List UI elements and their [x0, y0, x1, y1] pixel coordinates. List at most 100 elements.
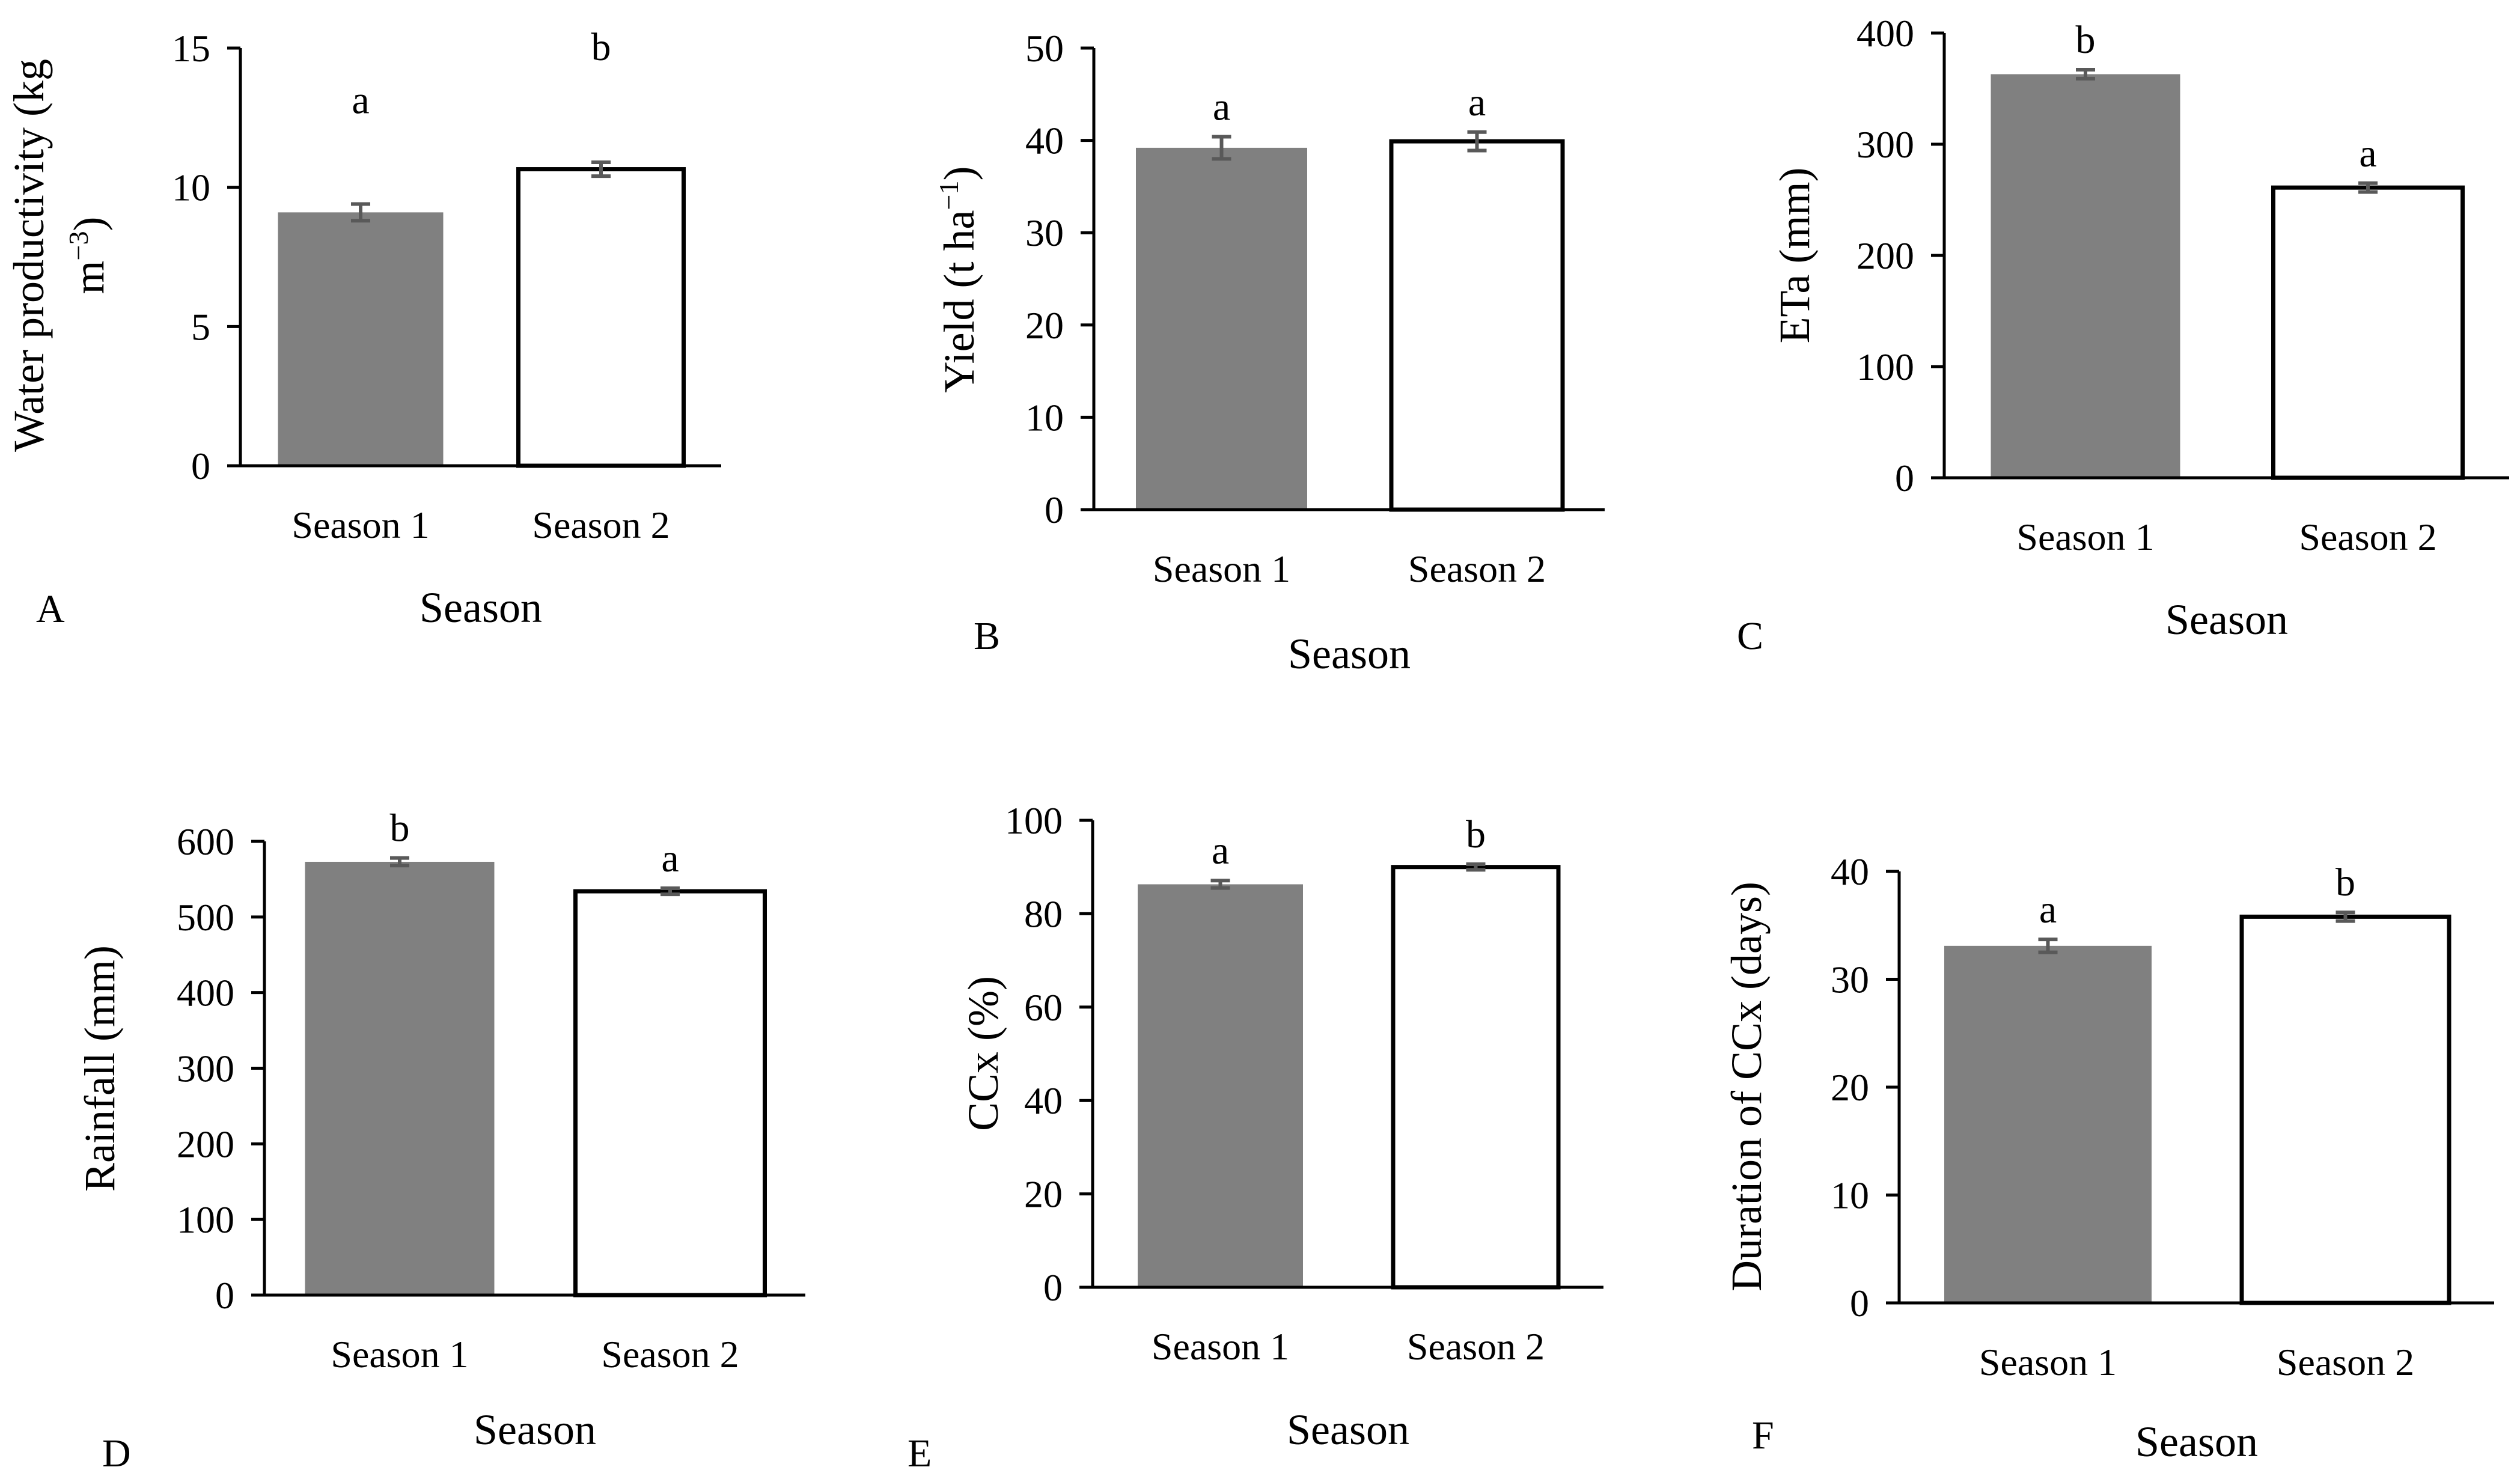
panel-a-category-label-2: Season 2 — [532, 504, 670, 546]
panel-c-y-tick-label-3: 300 — [1856, 123, 1914, 166]
panel-f-significance-2: b — [2335, 861, 2355, 904]
panel-a-significance-1: a — [352, 78, 369, 122]
panel-c-x-axis-title: Season — [2165, 596, 2288, 644]
panel-c-category-label-1: Season 1 — [2016, 516, 2154, 558]
panel-f-bar-season-2 — [2239, 914, 2451, 1305]
panel-a-x-axis-title: Season — [419, 584, 542, 632]
panel-d-significance-1: b — [390, 807, 410, 850]
panel-d-y-axis-title: Rainfall (mm) — [76, 945, 124, 1192]
panel-f-y-tick-label-1: 10 — [1831, 1174, 1869, 1217]
panel-f-bar-season-1 — [1944, 945, 2152, 1303]
panel-d-y-tick-label-2: 200 — [177, 1123, 234, 1165]
panel-f-letter: F — [1752, 1413, 1774, 1457]
panel-b-significance-1: a — [1213, 85, 1230, 129]
panel-d-bar-season-2 — [573, 889, 767, 1298]
panel-e-y-tick-label-2: 40 — [1024, 1079, 1063, 1122]
panel-e-y-tick-label-0: 0 — [1043, 1266, 1063, 1309]
panel-f-category-label-1: Season 1 — [1979, 1341, 2117, 1383]
panel-c-y-tick-label-4: 400 — [1856, 12, 1914, 55]
panel-c-category-label-2: Season 2 — [2299, 516, 2436, 558]
panel-f-significance-1: a — [2039, 888, 2057, 932]
panel-f-y-axis-title-line-1: Duration of CCx (days) — [1722, 882, 1771, 1291]
panel-e-y-axis-title: CCx (%) — [959, 976, 1007, 1131]
panel-a-y-axis-title-line-2: m — [65, 260, 113, 294]
panel-e-bar-season-1 — [1138, 884, 1303, 1287]
panel-d-category-label-1: Season 1 — [331, 1333, 468, 1376]
panel-b-y-axis-title-superscript: −1 — [933, 181, 964, 210]
panel-d-y-tick-label-5: 500 — [177, 896, 234, 939]
panel-f-x-axis-title: Season — [2135, 1418, 2258, 1466]
panel-c-errorbar-season-1 — [2076, 68, 2095, 81]
panel-a-errorbar-season-1 — [351, 202, 370, 223]
panel-d-y-tick-label-6: 600 — [177, 820, 234, 863]
panel-c-errorbar-season-2 — [2358, 181, 2378, 194]
panel-c-letter: C — [1737, 614, 1763, 658]
panel-b-x-axis-title: Season — [1288, 630, 1411, 678]
panel-d-y-tick-label-0: 0 — [215, 1274, 234, 1317]
panel-a-y-tick-label-2: 10 — [172, 166, 210, 209]
panel-e-category-label-2: Season 2 — [1407, 1325, 1545, 1368]
panel-a-y-tick-label-1: 5 — [191, 305, 210, 348]
panel-b-y-tick-label-3: 30 — [1025, 212, 1064, 254]
panel-f-y-tick-label-0: 0 — [1850, 1282, 1869, 1325]
panel-e-y-tick-label-4: 80 — [1024, 892, 1063, 935]
panel-e-x-axis-title: Season — [1287, 1406, 1409, 1454]
panel-d-y-tick-label-3: 300 — [177, 1047, 234, 1090]
panel-a-y-axis-title-superscript: −3 — [63, 231, 94, 261]
panel-e-y-tick-label-3: 60 — [1024, 986, 1063, 1029]
panel-a: a Season 1 b Season 2 0 5 10 15 Season Water prod… — [5, 25, 721, 632]
panel-f-category-label-2: Season 2 — [2277, 1341, 2414, 1383]
panel-b: a Season 1 a Season 2 0 10 20 30 40 50 Season Yield… — [933, 27, 1605, 678]
panel-b-errorbar-season-1 — [1212, 135, 1231, 161]
panel-a-significance-2: b — [591, 25, 611, 69]
panel-a-y-axis-title-line-1: Water productivity (kg — [5, 59, 53, 452]
panel-b-y-axis-title-close: ) — [935, 166, 983, 181]
panel-e: a Season 1 b Season 2 0 20 40 60 80 100 Season CCx … — [908, 799, 1603, 1475]
panel-d-letter: D — [102, 1432, 131, 1475]
panel-a-bar-season-2 — [516, 167, 686, 468]
panel-b-y-tick-label-2: 20 — [1025, 304, 1064, 347]
panel-d-bar-season-1 — [305, 861, 495, 1295]
panel-c-bar-season-2 — [2271, 185, 2465, 480]
panel-b-category-label-2: Season 2 — [1408, 547, 1546, 590]
panel-b-y-tick-label-1: 10 — [1025, 396, 1064, 439]
panel-b-bar-season-1 — [1136, 147, 1307, 510]
panel-d-x-axis-title: Season — [474, 1406, 596, 1454]
panel-b-letter: B — [974, 614, 1000, 658]
panel-c-y-tick-label-2: 200 — [1856, 234, 1914, 277]
panel-a-category-label-1: Season 1 — [291, 504, 429, 546]
panel-c-significance-1: b — [2076, 18, 2096, 62]
panel-f-errorbar-season-1 — [2038, 938, 2058, 954]
panel-c-y-axis-title-line-1: ETa (mm) — [1771, 168, 1819, 344]
panel-b-errorbar-season-2 — [1467, 130, 1487, 153]
panel-b-y-axis-title-line-1: Yield (t ha — [935, 210, 983, 393]
panel-e-y-tick-label-5: 100 — [1005, 799, 1063, 842]
panel-a-letter: A — [36, 587, 65, 631]
panel-e-bar-season-2 — [1391, 865, 1561, 1290]
panel-a-y-axis-title: Water productivity (kg m−3) — [5, 59, 113, 452]
panel-f-y-tick-label-3: 30 — [1831, 959, 1869, 1001]
panel-e-errorbar-season-1 — [1210, 879, 1230, 890]
panel-a-y-tick-label-3: 15 — [172, 27, 210, 70]
panel-f-y-tick-label-2: 20 — [1831, 1066, 1869, 1109]
panel-e-category-label-1: Season 1 — [1152, 1325, 1289, 1368]
panel-d: b Season 1 a Season 2 0 100 200 300 400 500 600 Sea… — [76, 807, 805, 1475]
panel-c: b Season 1 a Season 2 0 100 200 300 400 Season ETa… — [1737, 12, 2509, 658]
panel-a-y-axis-title-close: ) — [65, 217, 113, 231]
panel-c-y-tick-label-0: 0 — [1895, 457, 1914, 499]
panel-b-category-label-1: Season 1 — [1153, 547, 1290, 590]
panel-d-category-label-2: Season 2 — [601, 1333, 739, 1376]
panel-e-significance-1: a — [1212, 829, 1229, 873]
panel-e-significance-2: b — [1466, 813, 1486, 856]
panel-a-errorbar-season-2 — [591, 160, 611, 178]
panel-a-y-tick-label-0: 0 — [191, 445, 210, 487]
panel-b-y-axis-title: Yield (t ha−1) — [933, 166, 983, 393]
panel-e-errorbar-season-2 — [1466, 862, 1486, 872]
panel-f-y-tick-label-4: 40 — [1831, 850, 1869, 893]
panel-f: a Season 1 b Season 2 0 10 20 30 40 Season Duratio… — [1722, 850, 2494, 1466]
panel-b-significance-2: a — [1468, 81, 1486, 124]
panel-e-letter: E — [908, 1432, 932, 1475]
panel-d-y-axis-title-line-1: Rainfall (mm) — [76, 945, 124, 1192]
panel-c-significance-2: a — [2359, 132, 2376, 175]
